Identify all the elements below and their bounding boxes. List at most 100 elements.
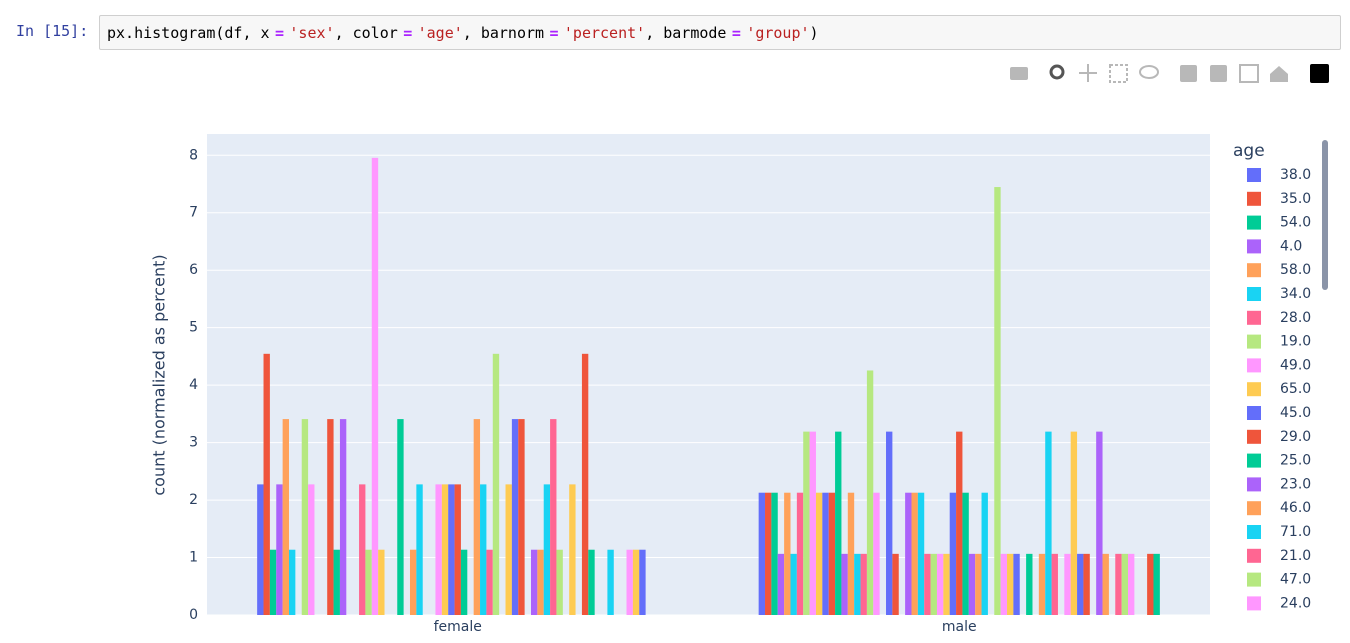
bar — [569, 484, 576, 615]
bar — [1153, 553, 1160, 615]
legend-label: 24.0 — [1280, 595, 1311, 611]
legend-label: 29.0 — [1280, 429, 1311, 445]
modebar — [1010, 64, 1329, 83]
bar — [339, 419, 347, 615]
bar — [1070, 431, 1078, 615]
bar — [480, 484, 487, 615]
code-string: 'percent' — [563, 24, 646, 42]
bar — [943, 553, 950, 615]
bar — [397, 419, 404, 615]
bar — [1147, 553, 1154, 615]
bar — [556, 549, 563, 615]
code-token: , color — [334, 24, 398, 42]
bar — [860, 553, 867, 615]
y-tick-label: 0 — [189, 607, 198, 623]
bar — [333, 549, 340, 615]
lasso-button[interactable] — [1139, 65, 1159, 79]
code-string: 'group' — [746, 24, 810, 42]
legend-swatch — [1247, 215, 1261, 230]
bar — [282, 419, 289, 615]
y-tick-label: 2 — [189, 492, 198, 508]
bar — [308, 484, 315, 615]
code-operator: = — [549, 24, 559, 42]
legend-swatch — [1247, 525, 1261, 539]
bar — [873, 492, 880, 615]
bar — [886, 431, 893, 615]
y-tick-label: 3 — [189, 435, 198, 451]
bar — [1013, 553, 1020, 615]
code-string: 'age' — [417, 24, 463, 42]
bar — [758, 492, 766, 615]
bar — [473, 419, 481, 615]
code-operator: = — [274, 24, 284, 42]
legend-swatch — [1247, 382, 1261, 397]
bar — [416, 484, 423, 615]
legend-swatch — [1247, 358, 1261, 373]
bar — [581, 353, 589, 615]
bar — [1038, 553, 1046, 615]
legend-swatch — [1247, 334, 1261, 349]
bar — [975, 553, 982, 615]
bar — [956, 431, 963, 615]
bar — [365, 549, 372, 615]
bar — [276, 484, 283, 615]
legend-label: 47.0 — [1280, 572, 1311, 588]
bar — [511, 419, 519, 615]
legend-label: 38.0 — [1280, 167, 1311, 183]
select-button[interactable] — [1109, 64, 1128, 83]
autoscale-button[interactable] — [1239, 64, 1259, 83]
zoom-out-button[interactable] — [1210, 65, 1227, 82]
legend-label: 71.0 — [1280, 524, 1311, 540]
bar — [441, 484, 449, 615]
bar — [1000, 553, 1008, 615]
reset-button[interactable] — [1270, 66, 1288, 82]
bar — [486, 549, 493, 615]
bar — [777, 553, 785, 615]
plotly-logo[interactable] — [1310, 64, 1329, 83]
legend-label: 65.0 — [1280, 381, 1311, 397]
legend-swatch — [1247, 453, 1261, 468]
legend-swatch — [1247, 501, 1261, 516]
x-tick-label: female — [434, 619, 482, 635]
bar — [866, 370, 874, 615]
pan-button[interactable] — [1079, 64, 1097, 82]
bar — [1096, 431, 1103, 615]
bar — [917, 492, 925, 615]
bar — [1007, 553, 1014, 615]
bar — [994, 187, 1001, 615]
legend-label: 45.0 — [1280, 405, 1311, 421]
y-axis-title: count (normalized as percent) — [150, 254, 169, 495]
legend-swatch — [1247, 429, 1261, 444]
bar — [288, 549, 296, 615]
bar — [981, 492, 988, 615]
bar — [371, 157, 379, 615]
y-tick-label: 4 — [189, 377, 198, 393]
bar — [537, 549, 544, 615]
bar — [905, 492, 912, 615]
bar — [1128, 553, 1135, 615]
legend-swatch — [1247, 406, 1261, 420]
code-cell[interactable]: px.histogram(df, x ='sex', color ='age', b… — [99, 15, 1341, 50]
zoom-button[interactable] — [1049, 64, 1065, 80]
bar — [550, 419, 557, 615]
bar — [1121, 553, 1129, 615]
bar — [448, 484, 455, 615]
bar — [936, 553, 944, 615]
bar — [505, 484, 512, 615]
bar — [626, 549, 633, 615]
bar — [809, 431, 816, 615]
y-tick-label: 6 — [189, 262, 198, 278]
legend-label: 49.0 — [1280, 357, 1311, 373]
legend-swatch — [1247, 168, 1261, 182]
legend-label: 4.0 — [1280, 238, 1302, 254]
legend-scrollbar[interactable] — [1322, 140, 1328, 290]
legend-swatch — [1247, 287, 1261, 301]
code-token: px.histogram(df, x — [107, 24, 270, 42]
camera-button[interactable] — [1010, 67, 1028, 80]
bar — [359, 484, 366, 615]
x-tick-label: male — [942, 619, 977, 635]
bar — [257, 484, 264, 615]
zoom-in-button[interactable] — [1180, 65, 1197, 82]
